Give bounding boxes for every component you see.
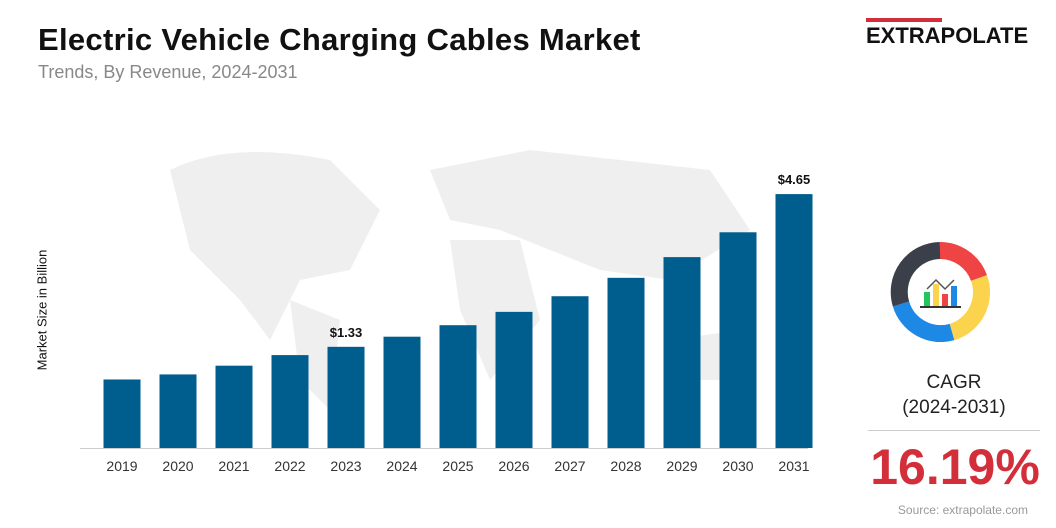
divider: [868, 430, 1040, 431]
bar-2031: [775, 194, 813, 448]
analytics-donut-icon: [890, 242, 990, 342]
cagr-period: (2024-2031): [902, 397, 1006, 418]
x-tick-label: 2026: [498, 458, 529, 474]
bar-2019: [103, 379, 141, 448]
bar-2024: [383, 336, 421, 448]
bar-2027: [551, 296, 589, 448]
x-tick-label: 2021: [218, 458, 249, 474]
chart-title: Electric Vehicle Charging Cables Market: [38, 22, 641, 57]
x-tick-label: 2023: [330, 458, 361, 474]
x-tick-label: 2020: [162, 458, 193, 474]
bar-2028: [607, 277, 645, 448]
chart-subtitle: Trends, By Revenue, 2024-2031: [38, 62, 298, 82]
x-tick-label: 2027: [554, 458, 585, 474]
logo-text: EXTRAPOLATE: [866, 23, 1029, 48]
world-map-watermark: [170, 150, 750, 410]
x-tick-label: 2019: [106, 458, 137, 474]
bar-2023: [327, 346, 365, 448]
data-label: $4.65: [778, 172, 811, 187]
bar-2021: [215, 365, 253, 448]
x-tick-label: 2022: [274, 458, 305, 474]
x-tick-label: 2025: [442, 458, 473, 474]
x-tick-label: 2028: [610, 458, 641, 474]
bar-2026: [495, 311, 533, 448]
bar-2029: [663, 257, 701, 448]
bar-2022: [271, 355, 309, 448]
source-note: Source: extrapolate.com: [897, 503, 1028, 517]
bar-2025: [439, 325, 477, 448]
x-tick-label: 2030: [722, 458, 753, 474]
data-label: $1.33: [330, 325, 363, 340]
logo-accent-bar: [866, 18, 942, 22]
x-tick-label: 2029: [666, 458, 697, 474]
x-tick-label: 2024: [386, 458, 417, 474]
bar-2020: [159, 374, 197, 448]
x-tick-label: 2031: [778, 458, 809, 474]
cagr-value: 16.19%: [870, 439, 1040, 495]
extrapolate-logo: EXTRAPOLATE: [866, 18, 1028, 49]
cagr-label: CAGR: [926, 372, 982, 393]
bar-2030: [719, 232, 757, 448]
